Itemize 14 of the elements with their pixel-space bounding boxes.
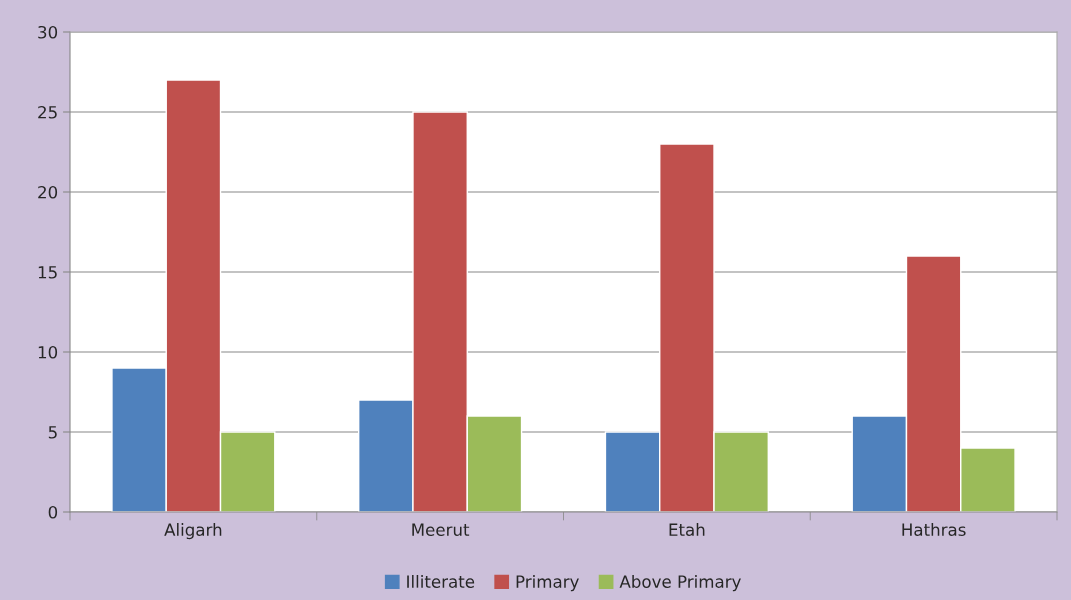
x-tick-label: Etah [669, 523, 705, 537]
y-tick-label: 10 [38, 345, 58, 359]
x-tick-label: Meerut [412, 523, 470, 537]
y-tick-label: 15 [38, 266, 57, 279]
y-tick-label: 5 [48, 426, 57, 439]
x-tick-label: Hathras [902, 523, 966, 537]
y-tick-label: 25 [38, 105, 57, 119]
y-tick-label: 20 [38, 185, 58, 199]
x-tick-label: Aligarh [164, 523, 222, 540]
legend-label: Illiterate [407, 575, 475, 588]
legend-label: Above Primary [619, 575, 741, 592]
y-tick-label: 30 [38, 25, 58, 39]
legend-label: Primary [516, 575, 579, 592]
y-tick-label: 0 [48, 505, 58, 519]
